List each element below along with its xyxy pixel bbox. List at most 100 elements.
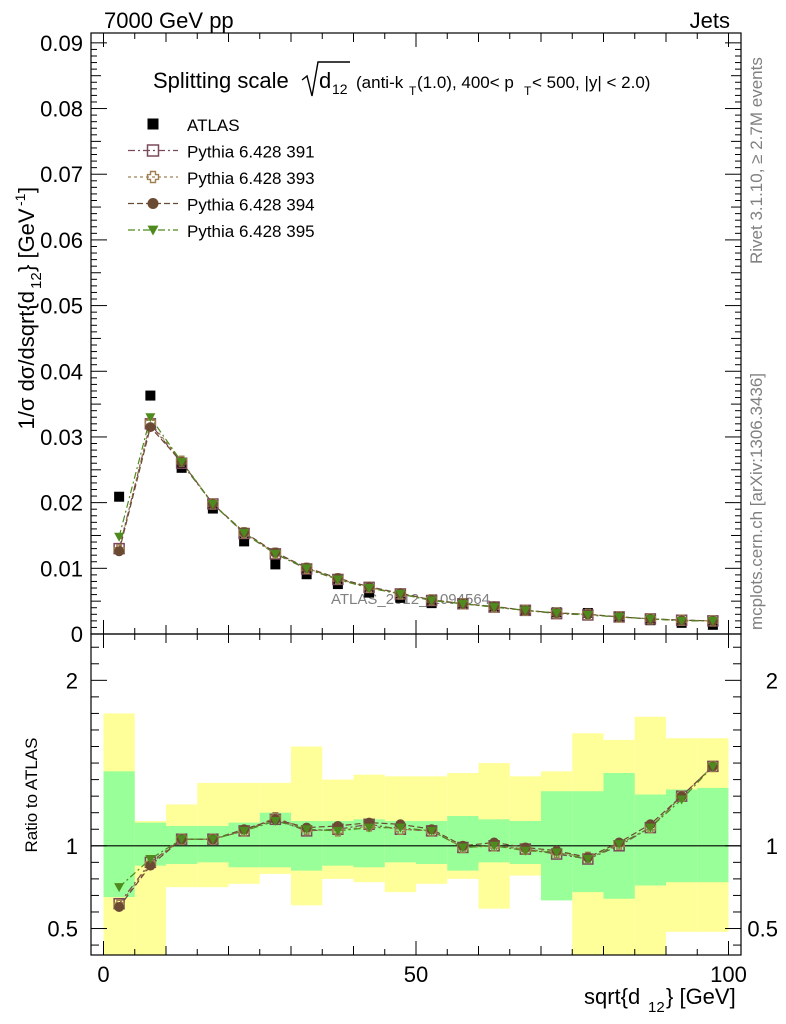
- main-data-point: [145, 390, 156, 401]
- ratio-data-point: [395, 823, 406, 833]
- main-data-point: [114, 546, 125, 557]
- main-data-point: [301, 564, 312, 574]
- title-d-subscript: 12: [332, 81, 348, 97]
- ratio-inner-band: [103, 771, 135, 898]
- title-main: Splitting scale: [153, 68, 289, 93]
- main-data-point: [489, 603, 500, 613]
- ratio-data-point: [207, 835, 218, 845]
- y-label-bracket: ]: [14, 187, 39, 193]
- x-tick-label: 50: [404, 962, 428, 987]
- legend-marker: [147, 225, 159, 236]
- main-data-point: [114, 532, 125, 542]
- main-data-point: [145, 413, 156, 423]
- main-data-point: [239, 536, 250, 547]
- y-label-unit-exponent: -1: [12, 193, 28, 206]
- main-data-point: [270, 549, 281, 559]
- x-tick-label: 100: [710, 962, 747, 987]
- ratio-data-point: [645, 823, 656, 833]
- legend-marker: [147, 198, 159, 209]
- main-data-point: [676, 616, 687, 626]
- title-pt-subscript: T: [524, 84, 532, 98]
- ratio-data-point: [426, 826, 437, 836]
- ratio-data-point: [145, 855, 156, 865]
- main-data-point: [645, 614, 656, 624]
- main-data-point: [114, 491, 125, 502]
- main-data-point: [614, 612, 625, 622]
- legend-label: ATLAS: [187, 116, 240, 135]
- main-y-tick-label: 0: [71, 622, 83, 647]
- ratio-data-point: [551, 848, 562, 858]
- ratio-data-point: [582, 855, 593, 865]
- main-y-tick-label: 0.05: [40, 294, 83, 319]
- legend-label: Pythia 6.428 393: [187, 169, 315, 188]
- rivet-version-label: Rivet 3.1.10, ≥ 2.7M events: [747, 57, 766, 264]
- legend: ATLAS Pythia 6.428 391 Pythia 6.428 393 Pyt…: [128, 116, 315, 241]
- ratio-data-point: [520, 846, 531, 856]
- y-label-unit: } [GeV: [14, 208, 39, 272]
- ratio-data-point: [332, 826, 343, 836]
- mcplots-label: mcplots.cern.ch [arXiv:1306.3436]: [747, 373, 766, 630]
- main-y-tick-label: 0.02: [40, 491, 83, 516]
- ratio-uncertainty-bands: [103, 713, 729, 955]
- title-d: d: [319, 68, 331, 93]
- main-y-tick-label: 0.04: [40, 359, 83, 384]
- ratio-series: [113, 760, 719, 913]
- ratio-y-tick-label: 1: [66, 834, 78, 859]
- main-y-tick-label: 0.08: [40, 97, 83, 122]
- x-tick-label: 0: [97, 962, 109, 987]
- x-label-text: sqrt{d: [584, 984, 640, 1009]
- x-label-subscript: 12: [648, 999, 665, 1016]
- main-data-point: [426, 596, 437, 606]
- ratio-inner-band: [697, 787, 729, 883]
- legend-label: Pythia 6.428 395: [187, 222, 315, 241]
- main-y-tick-label: 0.06: [40, 228, 83, 253]
- main-data-point: [520, 606, 531, 616]
- main-data-point: [270, 559, 281, 570]
- ratio-data-point: [301, 825, 312, 835]
- main-axes: 0 0.01 0.02 0.03 0.04 0.05 0.06 0.07 0.08 0.09: [40, 31, 742, 647]
- main-data-point: [364, 584, 375, 594]
- main-data-point: [332, 575, 343, 585]
- legend-marker: [147, 118, 159, 130]
- main-data-point: [457, 599, 468, 609]
- ratio-inner-band: [603, 772, 635, 899]
- title-end: < 500, |y| < 2.0): [532, 73, 650, 92]
- ratio-data-point: [145, 860, 156, 871]
- ratio-data-point: [239, 826, 250, 836]
- ratio-data-point: [614, 840, 625, 850]
- ratio-inner-band: [572, 791, 604, 893]
- ratio-inner-band: [166, 825, 198, 864]
- main-y-tick-label: 0.03: [40, 425, 83, 450]
- ratio-data-point: [270, 816, 281, 826]
- main-y-axis-label: 1/σ dσ/dsqrt{d 12 } [GeV -1 ]: [12, 187, 45, 430]
- legend-label: Pythia 6.428 394: [187, 196, 315, 215]
- title-rest: (1.0), 400< p: [417, 73, 514, 92]
- main-data-point: [707, 616, 718, 626]
- legend-marker: [146, 144, 160, 157]
- ratio-y-tick-label-right: 2: [766, 668, 778, 693]
- main-y-tick-label: 0.01: [40, 556, 83, 581]
- title-kt-subscript: T: [409, 84, 417, 98]
- ratio-y-tick-label: 0.5: [47, 917, 78, 942]
- ratio-data-point: [176, 835, 187, 845]
- ratio-y-axis-label: Ratio to ATLAS: [22, 738, 41, 853]
- main-data-point: [207, 499, 218, 509]
- sqrt-symbol: [301, 61, 350, 97]
- main-y-tick-label: 0.09: [40, 31, 83, 56]
- main-data-point: [395, 589, 406, 599]
- ratio-y-tick-label-right: 1: [766, 834, 778, 859]
- ratio-data-point: [707, 762, 718, 772]
- ratio-data-point: [114, 902, 125, 913]
- header-right: Jets: [690, 8, 730, 33]
- y-label-subscript: 12: [28, 272, 45, 289]
- main-series: [113, 390, 719, 630]
- ratio-y-tick-label: 2: [66, 668, 78, 693]
- main-data-point: [176, 457, 187, 467]
- y-label-text: 1/σ dσ/dsqrt{d: [14, 291, 39, 429]
- x-axis-label: sqrt{d 12 } [GeV]: [584, 984, 736, 1016]
- ratio-data-point: [364, 823, 375, 833]
- title-sub: (anti-k: [356, 73, 404, 92]
- main-y-tick-label: 0.07: [40, 162, 83, 187]
